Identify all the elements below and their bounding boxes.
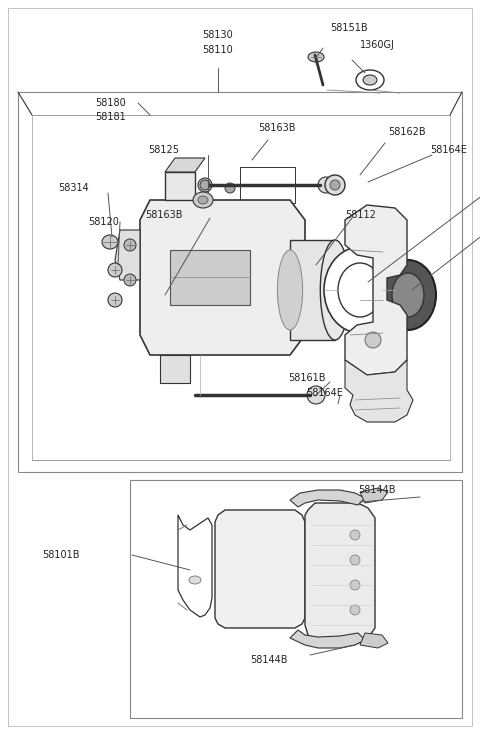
Polygon shape bbox=[215, 510, 305, 628]
Ellipse shape bbox=[365, 332, 381, 348]
Ellipse shape bbox=[318, 177, 334, 193]
Ellipse shape bbox=[189, 576, 201, 584]
Polygon shape bbox=[140, 200, 305, 355]
Ellipse shape bbox=[380, 260, 436, 330]
Ellipse shape bbox=[356, 70, 384, 90]
Text: 58101B: 58101B bbox=[42, 550, 80, 560]
Text: 58130: 58130 bbox=[203, 30, 233, 40]
Ellipse shape bbox=[225, 183, 235, 193]
Polygon shape bbox=[115, 230, 140, 280]
Ellipse shape bbox=[320, 240, 350, 340]
Polygon shape bbox=[305, 503, 375, 643]
Ellipse shape bbox=[277, 250, 302, 330]
Text: 58314: 58314 bbox=[58, 183, 89, 193]
Text: 58151B: 58151B bbox=[330, 23, 368, 33]
Ellipse shape bbox=[124, 239, 136, 251]
Ellipse shape bbox=[325, 175, 345, 195]
Polygon shape bbox=[290, 630, 365, 648]
Bar bbox=[32, 115, 450, 460]
Text: 58144B: 58144B bbox=[250, 655, 288, 665]
Text: 58180: 58180 bbox=[95, 98, 126, 108]
Text: 58162B: 58162B bbox=[388, 127, 426, 137]
Bar bbox=[170, 250, 250, 305]
Polygon shape bbox=[165, 158, 205, 172]
Bar bbox=[130, 480, 462, 718]
Polygon shape bbox=[345, 205, 407, 375]
Bar bbox=[18, 92, 462, 472]
Ellipse shape bbox=[330, 180, 340, 190]
Text: 58110: 58110 bbox=[203, 45, 233, 55]
Polygon shape bbox=[178, 515, 212, 617]
Ellipse shape bbox=[350, 555, 360, 565]
Ellipse shape bbox=[124, 274, 136, 286]
Ellipse shape bbox=[350, 530, 360, 540]
Text: 58164E: 58164E bbox=[306, 388, 343, 398]
Ellipse shape bbox=[350, 605, 360, 615]
Text: 58144B: 58144B bbox=[358, 485, 396, 495]
Ellipse shape bbox=[108, 293, 122, 307]
Polygon shape bbox=[360, 488, 388, 503]
Ellipse shape bbox=[102, 235, 118, 249]
Ellipse shape bbox=[338, 263, 382, 317]
Text: 1360GJ: 1360GJ bbox=[360, 40, 395, 50]
Text: 58112: 58112 bbox=[345, 210, 376, 220]
Ellipse shape bbox=[108, 263, 122, 277]
Bar bbox=[240, 167, 295, 203]
Text: 58181: 58181 bbox=[95, 112, 126, 122]
Polygon shape bbox=[290, 490, 365, 507]
Text: 58163B: 58163B bbox=[258, 123, 296, 133]
Polygon shape bbox=[345, 360, 413, 422]
Text: 58163B: 58163B bbox=[145, 210, 182, 220]
Ellipse shape bbox=[193, 192, 213, 208]
Ellipse shape bbox=[324, 247, 396, 333]
Polygon shape bbox=[165, 172, 195, 200]
Ellipse shape bbox=[200, 180, 210, 190]
Text: 58120: 58120 bbox=[88, 217, 119, 227]
Ellipse shape bbox=[350, 580, 360, 590]
Bar bbox=[290, 240, 335, 340]
Polygon shape bbox=[360, 633, 388, 648]
Ellipse shape bbox=[308, 52, 324, 62]
Text: 58125: 58125 bbox=[148, 145, 179, 155]
Text: 58164E: 58164E bbox=[430, 145, 467, 155]
Ellipse shape bbox=[363, 75, 377, 85]
Ellipse shape bbox=[307, 386, 325, 404]
Ellipse shape bbox=[198, 178, 212, 192]
Text: 58161B: 58161B bbox=[288, 373, 325, 383]
Polygon shape bbox=[160, 355, 190, 383]
Ellipse shape bbox=[392, 273, 424, 317]
Ellipse shape bbox=[198, 196, 208, 204]
